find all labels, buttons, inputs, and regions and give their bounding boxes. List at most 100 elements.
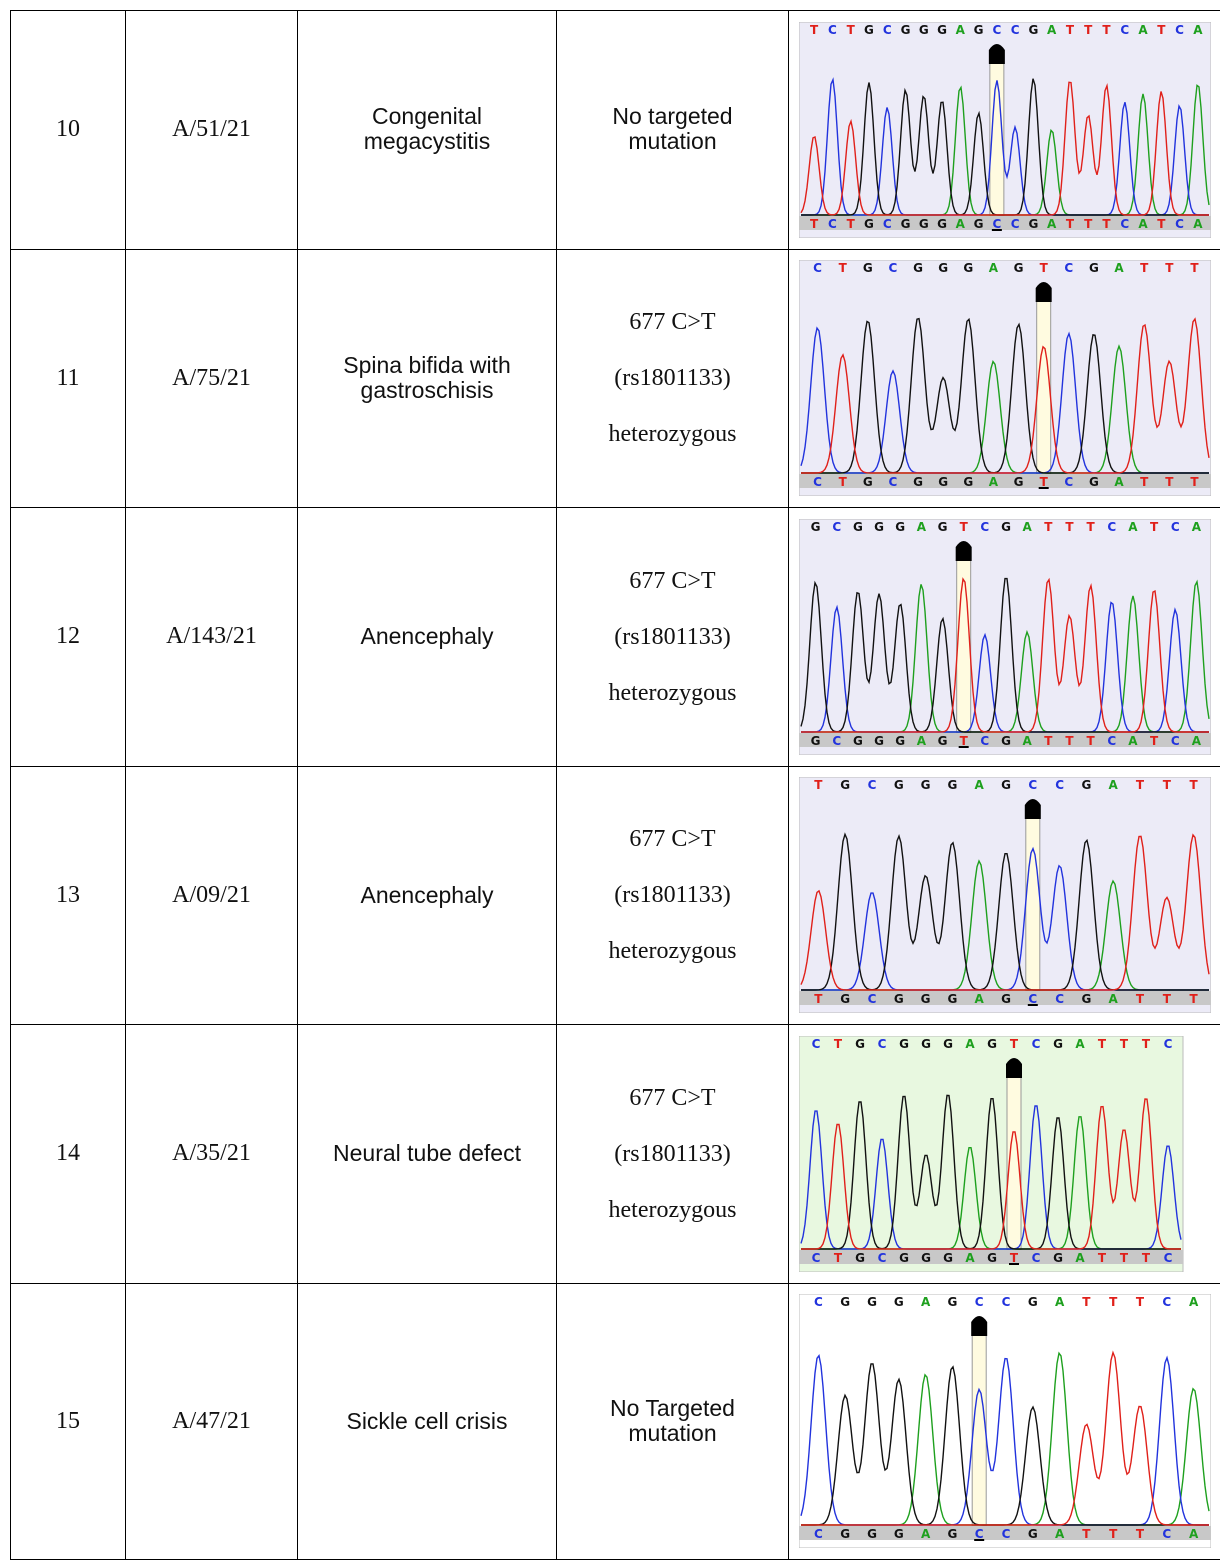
- result-line: (rs1801133): [557, 867, 788, 923]
- base-call: G: [840, 1295, 850, 1309]
- base-call: T: [1190, 261, 1199, 275]
- base-call: G: [894, 1295, 904, 1309]
- cell-id: A/75/21: [126, 249, 298, 508]
- base-call: C: [889, 261, 898, 275]
- cell-chromatogram: CCTTGGCCGGGGGGAAGGTTCCGGAATTTTTTCC: [789, 1025, 1220, 1284]
- base-call: T: [1102, 23, 1111, 37]
- marker-bar: [1037, 300, 1051, 474]
- base-call-bottom: T: [1157, 217, 1166, 231]
- base-call-bottom: T: [1150, 734, 1159, 748]
- base-call-bottom: G: [840, 1527, 850, 1541]
- cell-result: 677 C>T(rs1801133)heterozygous: [557, 508, 789, 767]
- base-call-bottom: T: [1065, 734, 1074, 748]
- base-call: T: [1150, 520, 1159, 534]
- base-call-bottom: G: [855, 1251, 865, 1265]
- base-call: A: [1075, 1037, 1085, 1051]
- base-call: G: [1001, 520, 1011, 534]
- base-call: G: [863, 261, 873, 275]
- base-call: T: [1066, 23, 1075, 37]
- base-call: G: [855, 1037, 865, 1051]
- base-call-bottom: G: [867, 1527, 877, 1541]
- base-call-bottom: G: [938, 734, 948, 748]
- sample-id: A/51/21: [172, 116, 251, 142]
- base-call: A: [989, 261, 999, 275]
- base-call-bottom: T: [1190, 992, 1199, 1006]
- cell-diagnosis: Anencephaly: [298, 766, 557, 1025]
- cell-result: No targeted mutation: [557, 11, 789, 250]
- base-call-bottom: C: [1028, 992, 1037, 1006]
- cell-no: 14: [11, 1025, 126, 1284]
- base-call: A: [1189, 1295, 1199, 1309]
- base-call: A: [921, 1295, 931, 1309]
- base-call: G: [921, 778, 931, 792]
- base-call-bottom: G: [947, 992, 957, 1006]
- table-row: 14A/35/21Neural tube defect677 C>T(rs180…: [11, 1025, 1220, 1284]
- result-line: heterozygous: [557, 406, 788, 462]
- base-call: T: [1136, 778, 1145, 792]
- base-call: G: [811, 520, 821, 534]
- base-call: T: [1163, 778, 1172, 792]
- base-call-bottom: T: [1010, 1251, 1019, 1265]
- base-call: G: [974, 23, 984, 37]
- base-call: C: [1064, 261, 1073, 275]
- base-call: A: [1128, 520, 1138, 534]
- base-call-bottom: A: [956, 217, 966, 231]
- base-call: C: [813, 261, 822, 275]
- base-call-bottom: G: [894, 992, 904, 1006]
- diagnosis: Anencephaly: [361, 883, 494, 908]
- base-call-bottom: T: [847, 217, 856, 231]
- cell-no: 11: [11, 249, 126, 508]
- base-call: T: [1157, 23, 1166, 37]
- result-line: (rs1801133): [557, 350, 788, 406]
- base-call-bottom: G: [895, 734, 905, 748]
- base-call: C: [1002, 1295, 1011, 1309]
- diagnosis: Neural tube defect: [333, 1141, 521, 1166]
- marker-head: [1025, 799, 1041, 819]
- chromatogram-background: [799, 1036, 1183, 1272]
- base-call: A: [1055, 1295, 1065, 1309]
- base-call: C: [1055, 778, 1064, 792]
- base-call: G: [987, 1037, 997, 1051]
- base-call: A: [965, 1037, 975, 1051]
- row-number: 11: [56, 365, 79, 391]
- base-call: G: [1081, 778, 1091, 792]
- base-call: C: [832, 520, 841, 534]
- base-call-bottom: A: [921, 1527, 931, 1541]
- base-bar: [799, 474, 1211, 488]
- result-line: No Targeted mutation: [568, 1396, 778, 1447]
- base-call-bottom: A: [1128, 734, 1138, 748]
- base-call-bottom: A: [1189, 1527, 1199, 1541]
- base-call-bottom: T: [1102, 217, 1111, 231]
- base-call: T: [834, 1037, 843, 1051]
- base-call: G: [874, 520, 884, 534]
- base-call: A: [1192, 520, 1202, 534]
- base-call: A: [1114, 261, 1124, 275]
- base-call-bottom: G: [1089, 475, 1099, 489]
- result-line: 677 C>T: [557, 553, 788, 609]
- base-call: T: [1165, 261, 1174, 275]
- base-call-bottom: G: [1014, 475, 1024, 489]
- diagnosis: Anencephaly: [361, 624, 494, 649]
- base-call: G: [867, 1295, 877, 1309]
- base-call-bottom: T: [1098, 1251, 1107, 1265]
- diagnosis: Congenital megacystitis: [322, 104, 532, 155]
- base-call-bottom: C: [1055, 992, 1064, 1006]
- base-call-bottom: G: [901, 217, 911, 231]
- base-call-bottom: G: [974, 217, 984, 231]
- base-call-bottom: C: [1164, 1251, 1173, 1265]
- base-call-bottom: T: [814, 992, 823, 1006]
- table-row: 10A/51/21Congenital megacystitisNo targe…: [11, 11, 1220, 250]
- cell-diagnosis: Sickle cell crisis: [298, 1283, 557, 1560]
- result-line: No targeted mutation: [568, 104, 778, 155]
- base-call: G: [864, 23, 874, 37]
- base-call-bottom: T: [834, 1251, 843, 1265]
- base-call-bottom: G: [811, 734, 821, 748]
- base-call: G: [840, 778, 850, 792]
- chromatogram: CCGGGGGGAAGGCCCCGGAATTTTTTCCAA: [799, 1294, 1211, 1548]
- cell-diagnosis: Spina bifida with gastroschisis: [298, 249, 557, 508]
- sample-id: A/75/21: [172, 365, 251, 391]
